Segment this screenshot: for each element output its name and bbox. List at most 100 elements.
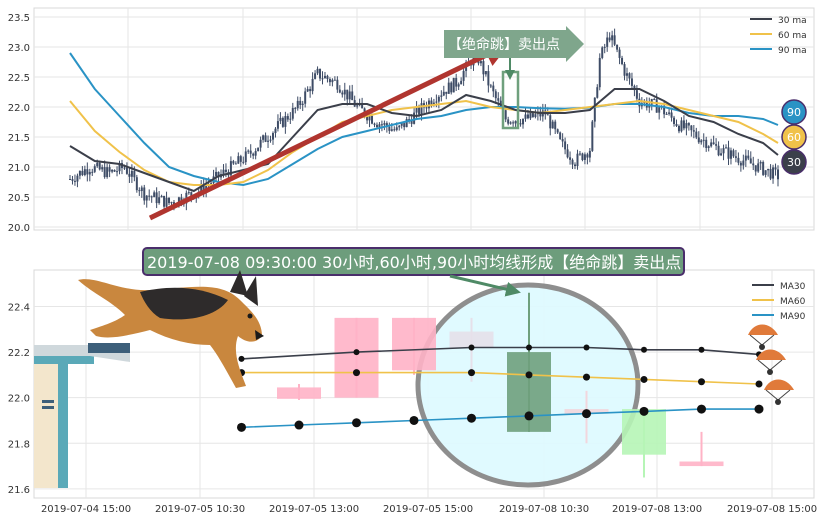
top-candle-body xyxy=(78,170,81,176)
top-candle-body xyxy=(103,167,106,178)
top-candle-body xyxy=(447,82,450,94)
top-candle-body xyxy=(395,127,398,130)
top-candle-body xyxy=(341,92,344,95)
bottom-x-tick-label: 2019-07-08 13:00 xyxy=(612,504,702,515)
end-badge-circle xyxy=(781,124,807,150)
top-candle-body xyxy=(118,162,121,172)
parachute-figures-illustration xyxy=(748,324,794,405)
top-candle-body xyxy=(71,179,74,181)
top-candle-body xyxy=(356,105,359,107)
top-candle-body xyxy=(319,68,322,79)
top-candle-body xyxy=(123,167,126,169)
top-candle-body xyxy=(93,166,96,172)
top-candle-body xyxy=(727,147,730,159)
top-candle-body xyxy=(264,135,267,142)
top-candle-body xyxy=(304,91,307,104)
top-candle-body xyxy=(96,162,99,167)
bottom-x-tick-label: 2019-07-04 15:00 xyxy=(41,504,131,515)
top-candle-body xyxy=(732,150,735,157)
top-legend: 30 ma 60 ma 90 ma xyxy=(750,16,807,56)
top-candle-body xyxy=(408,119,411,121)
top-candle-body xyxy=(566,149,569,158)
top-candle-body xyxy=(316,68,319,74)
top-candle-body xyxy=(628,73,631,79)
top-candle-body xyxy=(331,79,334,83)
top-candle-body xyxy=(276,121,279,129)
top-candle-body xyxy=(519,123,522,125)
top-candle-body xyxy=(130,170,133,177)
top-candle-body xyxy=(479,61,482,64)
top-candle-body xyxy=(569,157,572,160)
top-candle-body xyxy=(487,71,490,86)
top-candle-body xyxy=(621,57,624,65)
top-candle-body xyxy=(234,163,237,165)
top-candle-body xyxy=(274,128,277,134)
top-candle-body xyxy=(380,124,383,126)
top-candle-body xyxy=(722,148,725,154)
top-candle-body xyxy=(254,151,257,156)
top-candle-body xyxy=(415,106,418,113)
top-candle-body xyxy=(685,123,688,129)
top-y-tick-label: 22.0 xyxy=(8,103,30,114)
top-candle-body xyxy=(271,133,274,140)
top-candle-body xyxy=(725,147,728,149)
top-candle-body xyxy=(715,144,718,146)
top-candle-body xyxy=(571,159,574,165)
bottom-legend-label: MA90 xyxy=(780,312,806,322)
top-candle-body xyxy=(143,187,146,201)
bottom-candle-body xyxy=(679,461,724,467)
bottom-y-tick-label: 22.0 xyxy=(8,394,30,405)
bottom-candle-body xyxy=(449,331,494,348)
top-candle-body xyxy=(366,115,369,121)
top-candle-body xyxy=(707,146,710,148)
top-candle-body xyxy=(578,153,581,155)
bottom-ma30-point xyxy=(583,344,590,351)
top-candle-body xyxy=(440,95,443,97)
top-candle-body xyxy=(224,169,227,172)
bottom-ma90-point xyxy=(237,422,246,432)
top-candle-body xyxy=(583,154,586,160)
top-candle-body xyxy=(616,44,619,50)
top-candle-body xyxy=(484,71,487,75)
bottom-ma30-point xyxy=(698,346,705,353)
top-candle-body xyxy=(576,153,579,167)
top-candle-body xyxy=(504,110,507,120)
bottom-ma30-point xyxy=(526,344,532,351)
end-badges: 90 60 30 xyxy=(781,99,807,175)
top-candle-body xyxy=(588,150,591,158)
bottom-y-tick-label: 21.6 xyxy=(8,485,30,496)
top-candle-body xyxy=(591,121,594,151)
top-candle-body xyxy=(343,89,346,95)
bottom-ma30-point xyxy=(641,346,647,353)
top-candle-body xyxy=(497,98,500,101)
bottom-annotation-text: 2019-07-08 09:30:00 30小时,60小时,90小时均线形成【绝… xyxy=(147,253,681,272)
top-candle-body xyxy=(190,192,193,196)
top-candle-body xyxy=(252,153,255,156)
top-candle-body xyxy=(625,73,628,76)
top-candle-body xyxy=(348,91,351,100)
top-candle-body xyxy=(432,102,435,105)
top-candle-body xyxy=(509,122,512,124)
top-candle-body xyxy=(86,169,89,175)
top-candle-body xyxy=(593,97,596,122)
top-candle-body xyxy=(375,124,378,128)
top-candle-body xyxy=(556,129,559,133)
bottom-candles xyxy=(277,292,724,478)
top-candle-body xyxy=(720,153,723,156)
top-candle-body xyxy=(398,125,401,128)
top-candle-body xyxy=(232,161,235,164)
top-candle-body xyxy=(598,57,601,88)
top-candle-body xyxy=(217,171,220,178)
top-candle-body xyxy=(531,112,534,117)
top-candle-body xyxy=(767,168,770,171)
top-candle-body xyxy=(462,70,465,81)
bottom-ma90-line xyxy=(241,408,759,429)
top-candle-body xyxy=(155,192,158,204)
top-y-tick-label: 23.5 xyxy=(8,13,30,24)
bottom-ma30-point xyxy=(468,344,475,351)
top-candle-body xyxy=(413,112,416,124)
top-candle-body xyxy=(83,169,86,175)
top-candle-body xyxy=(88,172,91,175)
